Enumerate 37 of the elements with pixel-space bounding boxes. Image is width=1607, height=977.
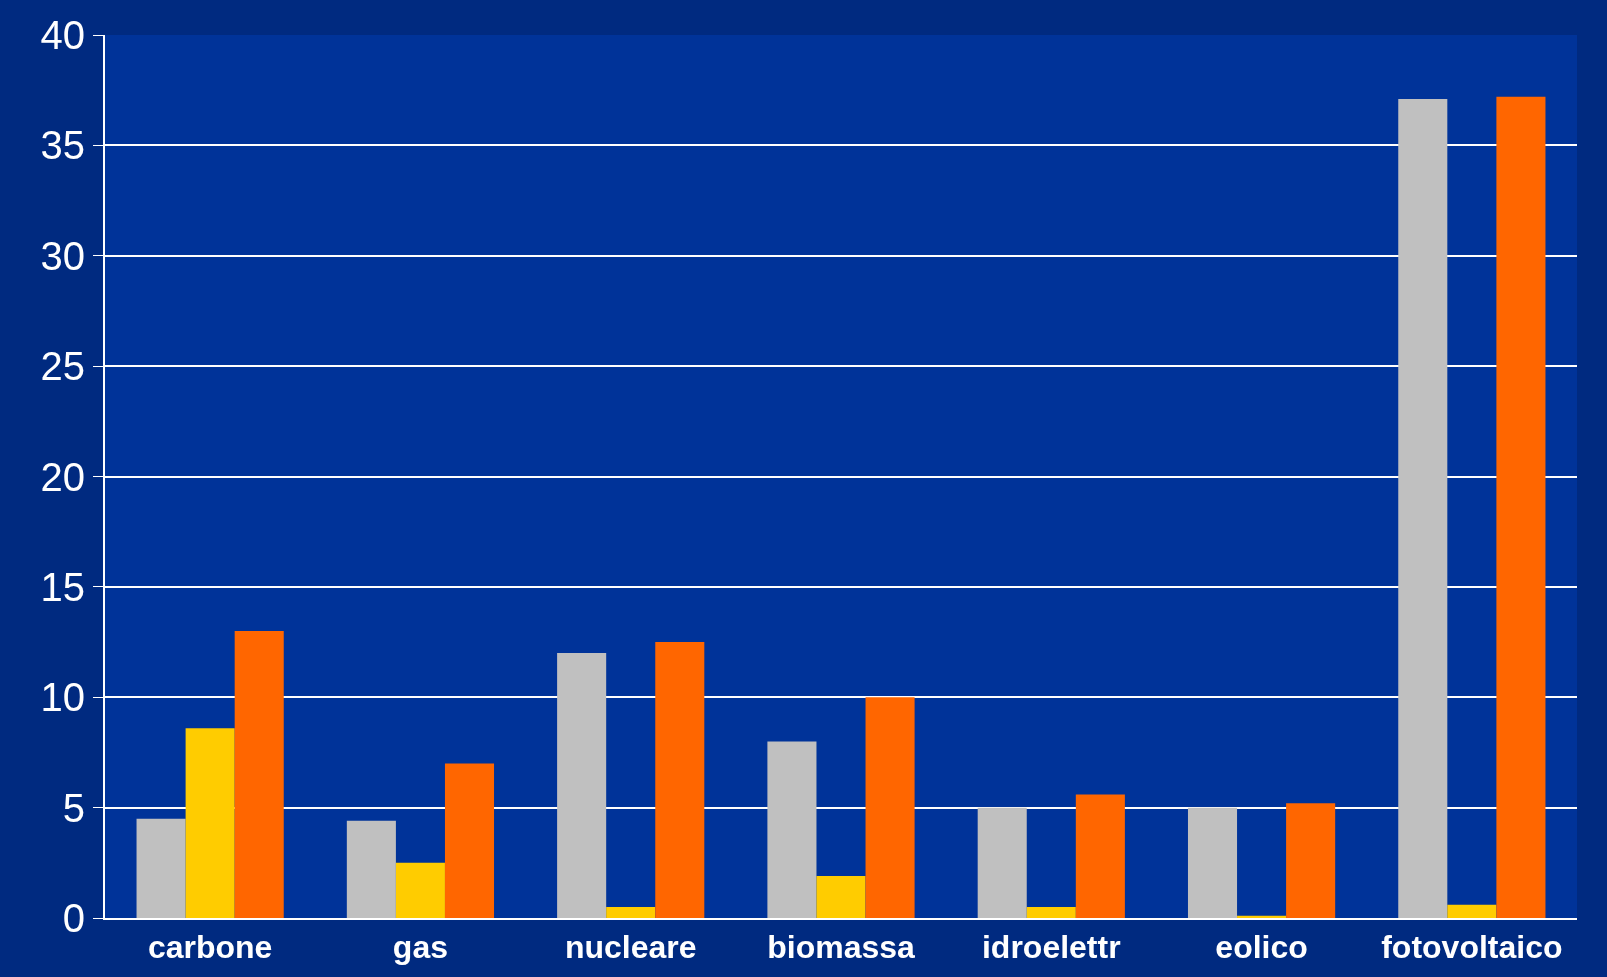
bar (767, 741, 817, 918)
bar (1026, 906, 1076, 918)
bar (865, 697, 915, 918)
bar (977, 807, 1027, 918)
bar (606, 906, 656, 918)
bar (557, 653, 607, 918)
bar (1237, 915, 1287, 918)
bar (136, 818, 186, 918)
bar (1496, 96, 1546, 918)
x-tick-label: eolico (1215, 929, 1308, 966)
y-tick-label: 20 (40, 454, 85, 499)
bar (346, 820, 396, 918)
x-tick-label: carbone (147, 929, 273, 966)
y-tick-label: 5 (62, 785, 85, 830)
x-tick-label: nucleare (564, 929, 697, 966)
y-tick-label: 10 (40, 675, 85, 720)
x-tick-label: gas (392, 929, 448, 966)
y-tick-label: 30 (40, 233, 85, 278)
y-tick-label: 40 (40, 13, 85, 57)
bar (655, 642, 705, 918)
y-tick-label: 35 (40, 123, 85, 168)
x-tick-label: biomassa (767, 929, 916, 966)
bar (1398, 99, 1448, 918)
bar (1187, 807, 1238, 918)
y-tick-label: 0 (62, 896, 85, 940)
x-tick-label: idroelettr (981, 929, 1121, 966)
y-tick-label: 15 (40, 564, 85, 609)
bar (1447, 904, 1497, 918)
bar (1286, 803, 1336, 918)
bar (816, 876, 866, 918)
y-tick-label: 25 (40, 344, 85, 389)
bar (234, 631, 284, 918)
x-tick-label: fotovoltaico (1381, 929, 1563, 966)
bar (395, 862, 445, 918)
bar (444, 763, 495, 918)
bar (1075, 794, 1125, 918)
bar (185, 728, 235, 918)
